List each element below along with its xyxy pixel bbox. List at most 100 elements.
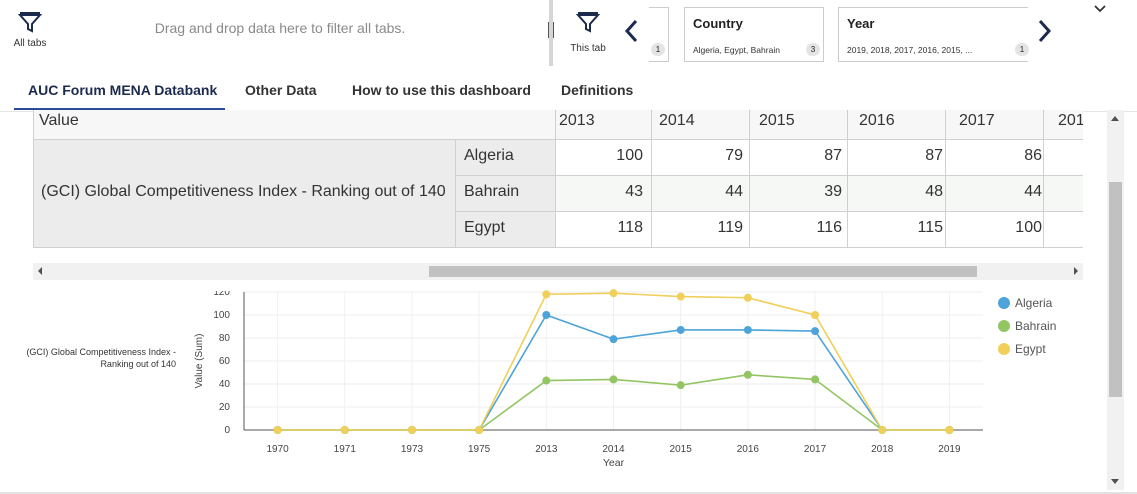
- filter-chip-partial[interactable]: 1: [649, 7, 669, 62]
- data-point-egypt: [945, 426, 954, 434]
- x-tick-label: 2015: [670, 444, 693, 455]
- data-point-algeria: [609, 335, 618, 344]
- y-axis-title: Value (Sum): [194, 334, 205, 389]
- column-header-year[interactable]: 2016: [847, 110, 945, 139]
- x-tick-label: 2019: [938, 444, 961, 455]
- x-tick-label: 1970: [266, 444, 289, 455]
- vertical-scroll-thumb[interactable]: [1109, 182, 1122, 397]
- tab-auc-forum-mena-databank[interactable]: AUC Forum MENA Databank: [28, 82, 218, 98]
- table-cell: 48: [925, 183, 943, 200]
- chevron-left-icon: [624, 19, 638, 43]
- filter-chip-title: Year: [847, 16, 875, 31]
- y-tick-label: 0: [224, 425, 230, 436]
- legend-item-egypt[interactable]: Egypt: [998, 337, 1056, 360]
- y-tick-label: 120: [213, 287, 230, 298]
- this-tab-filter-button[interactable]: This tab: [566, 12, 610, 54]
- chart-legend: Algeria Bahrain Egypt: [998, 291, 1056, 360]
- x-tick-label: 2017: [804, 444, 827, 455]
- line-chart: 0 20 40 60 80 100 120 1970 1971 1973 1975 2013 2014 2…: [194, 287, 983, 469]
- table-cell: 119: [717, 219, 743, 236]
- horizontal-scrollbar[interactable]: [33, 263, 1083, 280]
- data-point-bahrain: [542, 376, 551, 385]
- x-tick-label: 2014: [602, 444, 625, 455]
- row-header-country[interactable]: Algeria: [464, 147, 514, 164]
- data-point-egypt: [811, 311, 820, 319]
- data-point-bahrain: [811, 375, 820, 384]
- filter-bar: All tabs Drag and drop data here to filt…: [0, 0, 1137, 66]
- table-cell: 115: [917, 219, 943, 236]
- row-header-metric[interactable]: (GCI) Global Competitiveness Index - Ran…: [41, 183, 446, 200]
- scroll-down-arrow-icon[interactable]: [1111, 479, 1119, 484]
- all-tabs-filter-button[interactable]: All tabs: [8, 12, 52, 56]
- column-header-year[interactable]: 2013: [555, 110, 651, 139]
- data-point-bahrain: [743, 370, 752, 379]
- x-tick-label: 1975: [468, 444, 491, 455]
- table-cell: 87: [824, 147, 842, 164]
- column-header-year[interactable]: 2015: [749, 110, 847, 139]
- filter-chip-values: 2019, 2018, 2017, 2016, 2015, ...: [847, 45, 973, 55]
- legend-item-algeria[interactable]: Algeria: [998, 291, 1056, 314]
- y-tick-label: 40: [219, 379, 231, 390]
- table-cell: 39: [824, 183, 842, 200]
- y-tick-label: 100: [213, 310, 230, 321]
- data-point-egypt: [609, 289, 618, 298]
- data-point-egypt: [273, 426, 282, 434]
- scroll-filters-left-button[interactable]: [622, 18, 642, 44]
- filter-count-badge: 3: [806, 43, 820, 56]
- collapse-filterbar-button[interactable]: [1090, 2, 1110, 16]
- this-tab-label: This tab: [570, 43, 606, 54]
- table-cell: 100: [1015, 219, 1042, 236]
- tab-how-to-use[interactable]: How to use this dashboard: [352, 82, 531, 98]
- crosstab: Value 2013 2014 2015 2016 2017 201 (GCI)…: [33, 110, 1083, 248]
- legend-label: Egypt: [1015, 341, 1046, 356]
- scroll-left-arrow-icon[interactable]: [38, 267, 42, 275]
- data-point-algeria: [542, 311, 551, 319]
- column-header-year[interactable]: 2017: [945, 110, 1043, 139]
- data-point-bahrain: [676, 381, 685, 390]
- filter-chip-title: Country: [693, 16, 743, 31]
- table-cell: 79: [725, 147, 743, 164]
- filter-chip-year[interactable]: Year 2019, 2018, 2017, 2016, 2015, ... 1: [838, 7, 1029, 62]
- column-header-year[interactable]: 2014: [651, 110, 749, 139]
- row-header-country[interactable]: Bahrain: [464, 183, 520, 200]
- all-tabs-label: All tabs: [13, 38, 47, 49]
- legend-swatch: [998, 296, 1010, 309]
- chevron-down-icon: [1094, 5, 1106, 13]
- resize-handle[interactable]: [548, 22, 554, 38]
- filter-count-badge: 1: [651, 43, 665, 56]
- data-point-egypt: [340, 426, 349, 434]
- filter-chip-values: Algeria, Egypt, Bahrain: [693, 45, 780, 55]
- scroll-right-arrow-icon[interactable]: [1074, 267, 1078, 275]
- data-point-egypt: [743, 293, 752, 302]
- data-point-algeria: [811, 327, 820, 336]
- column-header-year[interactable]: 201: [1043, 110, 1083, 139]
- horizontal-scroll-thumb[interactable]: [429, 266, 977, 277]
- data-point-egypt: [475, 426, 484, 434]
- filter-chip-country[interactable]: Country Algeria, Egypt, Bahrain 3: [684, 7, 824, 62]
- row-header-country[interactable]: Egypt: [464, 219, 505, 236]
- data-point-algeria: [676, 325, 685, 334]
- tab-definitions[interactable]: Definitions: [561, 82, 634, 98]
- filter-dropzone[interactable]: Drag and drop data here to filter all ta…: [154, 20, 406, 36]
- x-tick-label: 2016: [737, 444, 760, 455]
- legend-label: Bahrain: [1015, 318, 1057, 333]
- x-tick-label: 1971: [334, 444, 357, 455]
- x-tick-label: 2018: [871, 444, 894, 455]
- x-axis-title: Year: [603, 457, 625, 469]
- scroll-filters-right-button[interactable]: [1034, 18, 1054, 44]
- vertical-scrollbar[interactable]: [1107, 110, 1124, 490]
- tab-other-data[interactable]: Other Data: [245, 82, 317, 98]
- table-cell: 87: [925, 147, 943, 164]
- legend-label: Algeria: [1015, 295, 1053, 310]
- table-cell: 118: [617, 219, 643, 236]
- legend-item-bahrain[interactable]: Bahrain: [998, 314, 1056, 337]
- scroll-up-arrow-icon[interactable]: [1111, 116, 1119, 121]
- y-tick-label: 60: [219, 356, 231, 367]
- legend-swatch: [998, 342, 1010, 355]
- data-point-bahrain: [609, 375, 618, 384]
- legend-swatch: [998, 319, 1010, 332]
- chart-row-label: (GCI) Global Competitiveness Index - Ran…: [26, 347, 176, 369]
- table-cell: 100: [616, 147, 643, 164]
- table-cell: 43: [625, 183, 643, 200]
- dashboard-tabs: AUC Forum MENA Databank Other Data How t…: [0, 66, 1137, 112]
